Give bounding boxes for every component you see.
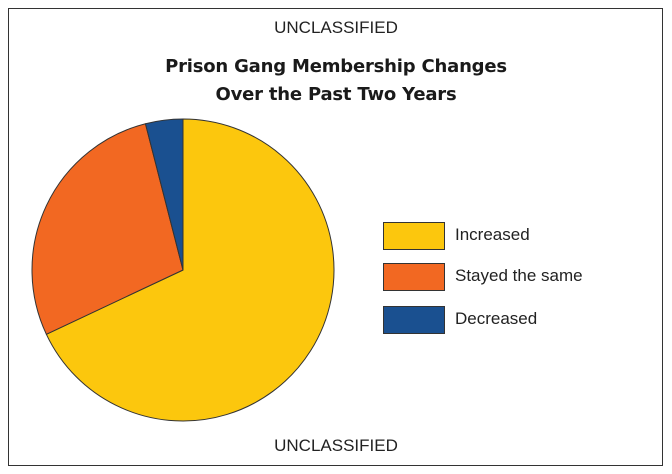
legend-label-stayed-the-same: Stayed the same [455, 266, 583, 285]
pie-slice-increased [45, 118, 335, 422]
chart-title-line-2: Over the Past Two Years [215, 84, 457, 105]
legend-swatch-increased [383, 222, 445, 250]
classification-top: UNCLASSIFIED [274, 18, 398, 37]
legend-swatch-decreased [383, 306, 445, 334]
chart-frame [8, 8, 663, 466]
legend-label-decreased: Decreased [455, 309, 538, 328]
classification-bottom: UNCLASSIFIED [274, 436, 398, 455]
pie-slice-decreased [144, 118, 184, 271]
legend-swatch-stayed-the-same [383, 263, 445, 291]
chart-title-line-1: Prison Gang Membership Changes [165, 56, 507, 77]
pie-slice-stayed-the-same [31, 123, 184, 335]
legend-label-increased: Increased [455, 225, 530, 244]
